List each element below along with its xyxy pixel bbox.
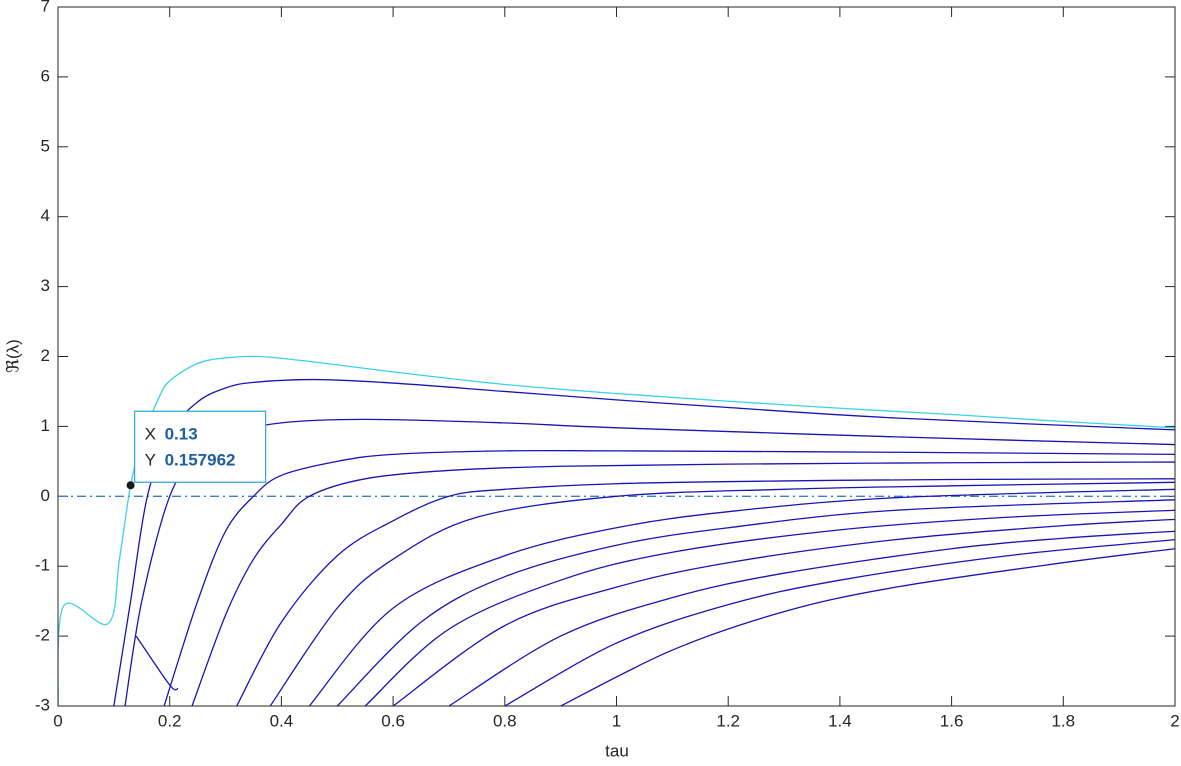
datatip-box [133,410,267,483]
axes-box [57,6,1176,707]
series-line [560,548,1175,706]
series-line [308,488,1175,706]
series-line [269,481,1175,706]
y-tick-label: 3 [41,276,50,295]
x-tick-label: 1.6 [940,711,964,730]
series-line [448,530,1175,706]
x-axis-label: tau [605,741,629,760]
series-line [236,478,1175,706]
y-tick-label: 7 [41,0,50,15]
series-line [163,449,1175,706]
datatip-point [126,481,135,490]
x-tick-label: 2 [1170,711,1179,730]
series-line [191,461,1175,706]
y-tick-label: -2 [35,626,50,645]
series-line [135,635,179,691]
x-tick-label: 1 [612,711,621,730]
x-tick-label: 0.2 [158,711,182,730]
datatip-y-key: Y [145,451,156,470]
x-tick-label: 0.6 [381,711,405,730]
x-tick-label: 1.4 [828,711,852,730]
x-tick-label: 0.4 [270,711,294,730]
series-line [504,538,1175,706]
x-tick-label: 1.2 [716,711,740,730]
y-tick-label: 6 [41,66,50,85]
series-line [58,355,1175,706]
datatip-x-value: 0.13 [165,425,198,444]
series-line [364,509,1175,706]
series-line [124,418,1175,706]
x-tick-label: 0.8 [493,711,517,730]
series-line [113,378,1175,706]
x-tick-label: 1.8 [1051,711,1075,730]
series-line [392,518,1175,706]
y-axis-label: ℜ(λ) [3,339,22,373]
y-tick-label: -1 [35,556,50,575]
plot-lines [58,355,1175,706]
x-tick-label: 0 [53,711,62,730]
y-tick-label: 0 [41,486,50,505]
y-tick-label: 2 [41,346,50,365]
y-tick-label: 1 [41,416,50,435]
y-tick-label: 4 [41,206,50,225]
y-tick-label: -3 [35,695,50,714]
series-line [336,499,1175,706]
datatip-y-value: 0.157962 [165,451,236,470]
datatip-x-key: X [145,425,156,444]
y-tick-label: 5 [41,136,50,155]
